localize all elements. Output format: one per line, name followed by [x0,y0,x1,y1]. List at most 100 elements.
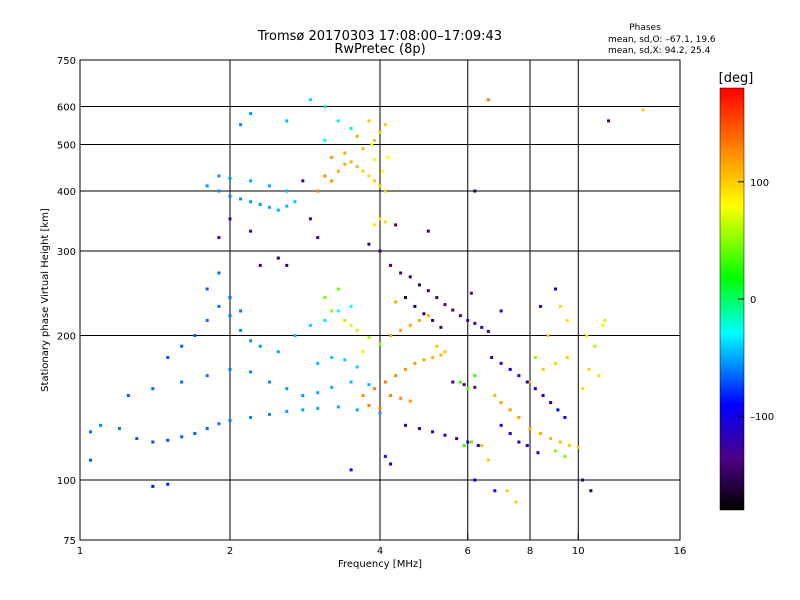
colorbar-unit-label: [deg] [719,71,754,86]
data-point [431,355,435,359]
data-point [435,344,439,348]
data-point [180,344,184,348]
data-point [533,387,537,391]
data-point [349,380,353,384]
data-point [228,314,232,318]
data-point [514,500,518,504]
data-point [381,169,385,173]
data-point [343,358,347,362]
y-axis-ticks: 75 100 200 300 400 500 600 750 [57,56,86,547]
data-point [205,374,209,378]
y-tick-label: 75 [63,536,76,547]
data-point [426,229,430,233]
data-point [249,229,253,233]
data-point [336,169,340,173]
data-point [473,478,477,482]
data-point [466,440,470,444]
data-point [563,415,567,419]
data-point [126,394,130,398]
data-point [330,179,334,183]
chart-title: Tromsø 20170303 17:08:00–17:09:43 [257,29,502,44]
data-point [394,223,398,227]
data-point [258,263,262,267]
data-point [378,406,382,410]
data-point [249,112,253,116]
data-point [285,409,289,413]
data-point [267,412,271,416]
data-point [228,194,232,198]
data-point [473,321,477,325]
data-point [323,105,327,109]
y-tick-label: 200 [57,332,76,343]
data-point [349,126,353,130]
data-point [336,405,340,409]
data-point [426,314,430,318]
data-point [323,296,327,300]
data-point [525,444,529,448]
data-point [408,399,412,403]
data-point [593,344,597,348]
data-point [355,408,359,412]
data-point [228,419,232,423]
data-point [285,263,289,267]
data-point [180,380,184,384]
data-point [205,184,209,188]
data-point [151,440,155,444]
data-point [508,408,512,412]
data-point [394,374,398,378]
data-point [249,415,253,419]
data-point [383,380,387,384]
data-point [389,462,393,466]
data-point [431,430,435,434]
data-point [343,318,347,322]
data-point [533,355,537,359]
data-point [394,300,398,304]
data-point [466,387,470,391]
data-point [508,367,512,371]
data-point [193,432,197,436]
data-point [403,423,407,427]
data-point [249,370,253,374]
data-point [228,296,232,300]
data-point [217,174,221,178]
data-point [528,427,532,431]
data-point [508,432,512,436]
data-point [316,361,320,365]
data-point [249,200,253,204]
data-point [462,444,466,448]
data-point [205,287,209,291]
data-point [486,329,490,333]
data-point [276,208,280,212]
data-point [349,468,353,472]
data-point [476,444,480,448]
data-point [239,328,243,332]
data-point [293,200,297,204]
data-point [239,309,243,313]
data-point [417,427,421,431]
data-point [330,355,334,359]
data-point [308,98,312,102]
chart-subtitle: RwPretec (8p) [334,42,425,57]
data-point [361,394,365,398]
data-point [576,445,580,449]
data-point [293,334,297,338]
data-point [403,296,407,300]
data-point [267,205,271,209]
data-point [399,271,403,275]
data-point [431,318,435,322]
data-point [408,275,412,279]
data-point [249,339,253,343]
data-point [601,323,605,327]
y-tick-label: 300 [57,247,76,258]
data-point [285,387,289,391]
y-tick-label: 400 [57,187,76,198]
data-point [539,304,543,308]
data-point [336,119,340,123]
data-point [563,454,567,458]
data-point [473,385,477,389]
data-point [546,334,550,338]
data-point [258,202,262,206]
data-point [336,309,340,313]
data-point [285,189,289,193]
